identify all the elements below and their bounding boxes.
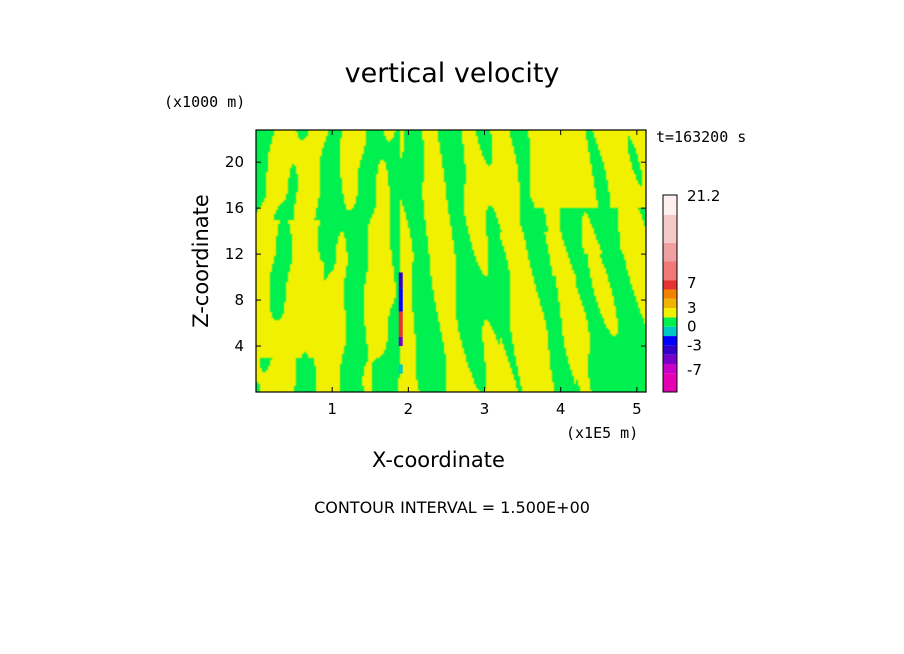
- y-tick-label: 20: [225, 153, 244, 171]
- colorbar-label: -3: [687, 336, 702, 354]
- colorbar-level: [663, 326, 677, 337]
- time-label: t=163200 s: [656, 128, 747, 146]
- colorbar-level: [663, 298, 677, 309]
- colorbar-label: -7: [687, 361, 702, 379]
- chart-title: vertical velocity: [344, 58, 560, 89]
- colorbar-level: [663, 214, 677, 243]
- x-tick-label: 5: [632, 400, 642, 418]
- colorbar-level: [663, 280, 677, 290]
- velocity-core-streak: [398, 272, 403, 289]
- velocity-core-streak: [398, 364, 403, 374]
- y-tick-label: 12: [225, 245, 244, 263]
- x-tick-label: 1: [327, 400, 337, 418]
- velocity-field-image: [256, 130, 646, 392]
- colorbar-level: [663, 354, 677, 365]
- colorbar-label: 3: [687, 299, 697, 317]
- x-ticks: 1 2 3 4 5: [327, 130, 642, 418]
- colorbar-level: [663, 308, 677, 318]
- x-unit-label: (x1E5 m): [566, 424, 639, 442]
- velocity-core-streak: [398, 311, 403, 337]
- colorbar-level: [663, 373, 677, 392]
- velocity-field: [256, 130, 646, 392]
- colorbar-level: [663, 364, 677, 374]
- colorbar-level: [663, 261, 677, 281]
- x-axis-label: X-coordinate: [372, 448, 505, 472]
- colorbar-level: [663, 345, 677, 355]
- y-tick-label: 8: [234, 291, 244, 309]
- x-tick-label: 2: [404, 400, 414, 418]
- colorbar-level: [663, 336, 677, 346]
- colorbar-level: [663, 289, 677, 299]
- colorbar-level: [663, 317, 677, 327]
- velocity-core-streak: [398, 288, 403, 312]
- velocity-core-streak: [398, 336, 403, 347]
- plot-frame: [255, 129, 647, 393]
- colorbar-level: [663, 242, 677, 262]
- y-tick-label: 16: [225, 199, 244, 217]
- colorbar-label: 7: [687, 274, 697, 292]
- colorbar: 21.2 7 30-3 -7: [662, 187, 720, 393]
- colorbar-frame: [662, 194, 678, 393]
- y-unit-label: (x1000 m): [164, 93, 246, 111]
- colorbar-label: 0: [687, 318, 697, 336]
- colorbar-level: [663, 195, 677, 215]
- x-tick-label: 3: [480, 400, 490, 418]
- y-tick-label: 4: [234, 337, 244, 355]
- colorbar-label: 21.2: [687, 187, 720, 205]
- y-ticks: 4 8 12 16 20: [225, 153, 646, 355]
- x-tick-label: 4: [556, 400, 566, 418]
- contour-interval-note: CONTOUR INTERVAL = 1.500E+00: [314, 498, 590, 517]
